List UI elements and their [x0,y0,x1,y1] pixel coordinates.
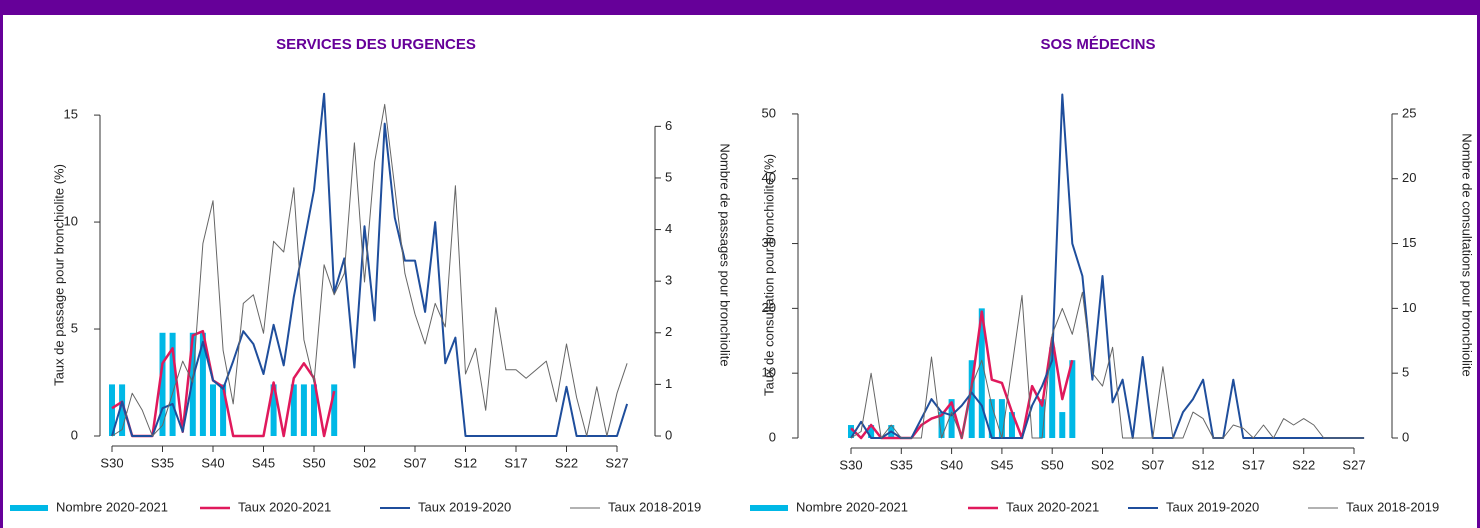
bar [988,399,995,438]
x-tick-label: S02 [1091,457,1114,472]
x-tick-label: S30 [839,457,862,472]
legend-label: Taux 2020-2021 [238,499,331,514]
bar [331,384,338,436]
y-tick-label: 10 [762,365,776,380]
bar [109,384,115,436]
right-border [1477,0,1480,528]
bar [968,360,975,438]
bar [169,332,176,436]
y2-tick-label: 25 [1402,105,1416,120]
x-tick-label: S35 [890,457,913,472]
y-tick-label: 5 [71,320,78,335]
y-axis-title: Taux de consultation pour bronchiolite (… [761,154,776,396]
bar [848,425,854,438]
x-tick-label: S17 [504,455,527,470]
y-tick-label: 20 [762,300,776,315]
legend-label: Taux 2018-2019 [608,499,701,514]
y-tick-label: 30 [762,235,776,250]
y2-tick-label: 2 [665,324,672,339]
bar [210,384,216,436]
y2-tick-label: 0 [1402,429,1409,444]
x-tick-label: S50 [1041,457,1064,472]
y-tick-label: 10 [64,213,78,228]
x-tick-label: S45 [990,457,1013,472]
y2-tick-label: 3 [665,273,672,288]
bar [119,384,126,436]
x-tick-label: S35 [151,455,174,470]
y-tick-label: 0 [71,427,78,442]
y2-tick-label: 5 [665,169,672,184]
legend-label: Nombre 2020-2021 [56,499,168,514]
legend-label: Taux 2019-2020 [418,499,511,514]
line [111,92,629,437]
y2-tick-label: 6 [665,118,672,133]
bar [220,384,227,436]
bar [938,412,945,438]
x-tick-label: S07 [403,455,426,470]
x-tick-label: S45 [252,455,275,470]
x-tick-label: S40 [201,455,224,470]
bar [199,332,206,436]
y2-tick-label: 1 [665,376,672,391]
chart-title: SERVICES DES URGENCES [276,36,476,53]
x-tick-label: S12 [1192,457,1215,472]
y2-tick-label: 4 [665,221,672,236]
y-tick-label: 40 [762,170,776,185]
x-tick-label: S27 [605,455,628,470]
bar [1069,360,1076,438]
bar [311,384,317,436]
bar [998,399,1005,438]
x-tick-label: S50 [302,455,325,470]
legend-label: Nombre 2020-2021 [796,499,908,514]
x-tick-label: S17 [1242,457,1265,472]
bar [1008,412,1015,438]
x-tick-label: S40 [940,457,963,472]
legend-swatch [750,505,788,511]
y2-tick-label: 5 [1402,365,1409,380]
y2-tick-label: 10 [1402,300,1416,315]
y-axis-title: Taux de passage pour bronchiolite (%) [51,164,66,386]
x-tick-label: S27 [1342,457,1365,472]
x-tick-label: S07 [1141,457,1164,472]
chart-title: SOS MÉDECINS [1040,36,1155,53]
line [111,103,628,437]
bar [270,384,277,436]
y-tick-label: 0 [769,429,776,444]
bar [1059,412,1066,438]
legend-label: Taux 2019-2020 [1166,499,1259,514]
legend-label: Taux 2018-2019 [1346,499,1439,514]
x-tick-label: S22 [1292,457,1315,472]
x-tick-label: S22 [555,455,578,470]
y2-tick-label: 20 [1402,170,1416,185]
legend-label: Taux 2020-2021 [1006,499,1099,514]
x-tick-label: S30 [100,455,123,470]
line [850,93,1365,439]
bar [978,308,985,438]
bar [290,384,297,436]
bar [1049,347,1056,438]
bar [868,425,875,438]
bar [948,399,955,438]
line [850,291,1365,439]
y2-tick-label: 15 [1402,235,1416,250]
line [850,310,1074,440]
y-tick-label: 50 [762,105,776,120]
bar [159,332,166,436]
x-tick-label: S02 [353,455,376,470]
bar [189,332,196,436]
y-tick-label: 15 [64,107,78,122]
legend-swatch [10,505,48,511]
bar [1039,399,1046,438]
y2-axis-title: Nombre de passages pour bronchiolite [718,143,733,366]
header-band [0,0,1480,15]
bar [300,384,307,436]
y2-tick-label: 0 [665,427,672,442]
left-border [0,0,3,528]
x-tick-label: S12 [454,455,477,470]
y2-axis-title: Nombre de consultations pour bronchiolit… [1460,133,1475,377]
